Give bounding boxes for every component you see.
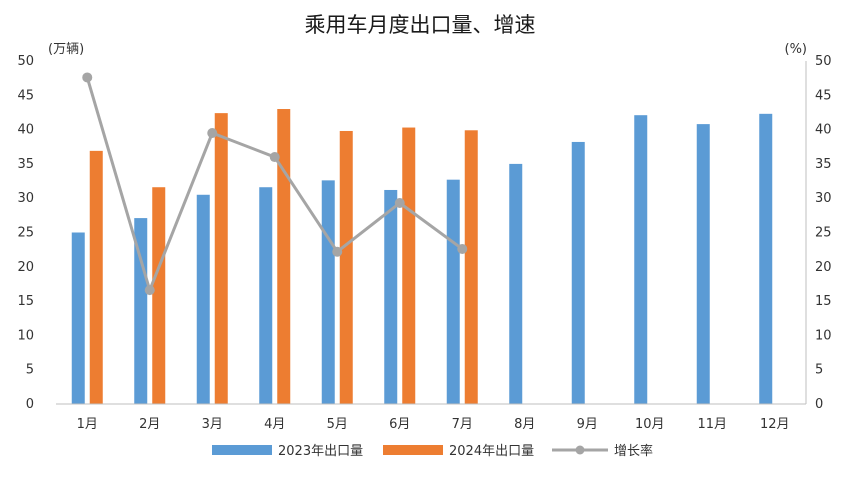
x-tick-label: 9月	[577, 417, 598, 432]
x-tick-label: 3月	[202, 417, 223, 432]
right-tick-label: 40	[815, 123, 832, 138]
x-tick-label: 10月	[635, 417, 665, 432]
bar-2023	[509, 163, 523, 404]
x-tick-label: 8月	[514, 417, 535, 432]
right-tick-label: 25	[815, 226, 832, 241]
right-tick-label: 15	[815, 294, 832, 309]
left-tick-label: 35	[17, 157, 34, 172]
growth-point	[394, 198, 405, 209]
bar-2023	[634, 115, 648, 404]
bar-2023	[696, 124, 710, 404]
bar-2024	[402, 127, 416, 405]
bar-2023	[384, 189, 398, 404]
growth-point	[82, 72, 93, 83]
bar-2023	[134, 218, 148, 404]
x-tick-label: 12月	[760, 417, 790, 432]
right-axis-unit: (%)	[785, 42, 808, 57]
bar-2023	[321, 180, 335, 404]
x-axis-labels: 1月 2月 3月 4月 5月 6月 7月 8月 9月 10月 11月 12月	[77, 417, 790, 432]
bar-2023	[71, 232, 85, 404]
bars	[71, 109, 773, 405]
legend-swatch-2024	[383, 445, 443, 455]
bar-2023	[259, 187, 273, 404]
growth-point	[332, 246, 343, 257]
left-tick-label: 20	[17, 260, 34, 275]
right-tick-label: 45	[815, 88, 832, 103]
legend-label-growth: 增长率	[614, 443, 653, 459]
legend-swatch-2023	[212, 445, 272, 455]
right-tick-label: 5	[815, 363, 823, 378]
left-tick-label: 45	[17, 88, 34, 103]
left-tick-label: 0	[26, 397, 34, 412]
bar-2023	[759, 113, 773, 405]
bar-2023	[446, 179, 460, 404]
right-tick-label: 0	[815, 397, 823, 412]
left-tick-label: 10	[17, 328, 34, 343]
legend-marker-growth	[575, 445, 585, 455]
right-tick-label: 30	[815, 191, 832, 206]
x-tick-label: 2月	[139, 417, 160, 432]
bar-2024	[339, 130, 353, 405]
growth-point	[207, 128, 218, 139]
bar-2024	[152, 187, 166, 404]
growth-line	[82, 72, 468, 296]
left-tick-label: 25	[17, 226, 34, 241]
left-tick-label: 40	[17, 123, 34, 138]
chart-title: 乘用车月度出口量、增速	[305, 13, 536, 37]
bar-2024	[277, 109, 291, 405]
left-tick-label: 50	[17, 54, 34, 69]
left-tick-label: 15	[17, 294, 34, 309]
x-tick-label: 11月	[697, 417, 727, 432]
bar-2023	[196, 194, 210, 404]
growth-point	[269, 152, 280, 163]
right-tick-label: 50	[815, 54, 832, 69]
growth-point	[457, 243, 468, 254]
left-tick-label: 5	[26, 363, 34, 378]
left-tick-label: 30	[17, 191, 34, 206]
x-tick-label: 4月	[264, 417, 285, 432]
bar-2024	[464, 130, 478, 404]
right-tick-label: 20	[815, 260, 832, 275]
x-tick-label: 6月	[389, 417, 410, 432]
right-tick-label: 35	[815, 157, 832, 172]
x-tick-label: 1月	[77, 417, 98, 432]
bar-2024	[214, 113, 228, 405]
legend: 2023年出口量 2024年出口量 增长率	[212, 443, 653, 459]
left-axis-unit: (万辆)	[48, 42, 84, 57]
bar-2024	[89, 150, 103, 404]
left-axis-ticks: 0 5 10 15 20 25 30 35 40 45 50	[17, 54, 34, 412]
x-tick-label: 7月	[452, 417, 473, 432]
right-axis-ticks: 0 5 10 15 20 25 30 35 40 45 50	[815, 54, 832, 412]
right-tick-label: 10	[815, 328, 832, 343]
x-tick-label: 5月	[327, 417, 348, 432]
legend-label-2024: 2024年出口量	[449, 444, 534, 459]
growth-point	[144, 285, 155, 296]
legend-label-2023: 2023年出口量	[278, 444, 363, 459]
bar-2023	[571, 141, 585, 404]
